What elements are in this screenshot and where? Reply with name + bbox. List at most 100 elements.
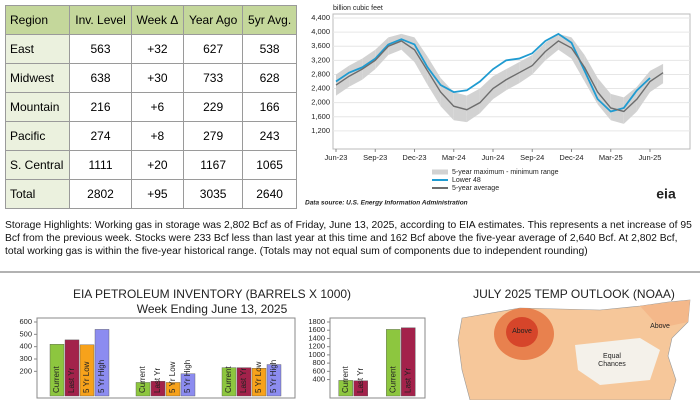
x-tick-label: Sep-24 bbox=[520, 153, 544, 162]
table-row: Total 2802 +95 3035 2640 bbox=[4, 179, 297, 209]
x-tick-label: Sep-23 bbox=[363, 153, 387, 162]
map-label: Above bbox=[650, 323, 670, 330]
map-label: Above bbox=[512, 328, 532, 335]
bar bbox=[353, 380, 368, 397]
bar bbox=[49, 344, 65, 397]
y-tick-label: 2,800 bbox=[311, 69, 330, 78]
source-note: Data source: U.S. Energy Information Adm… bbox=[305, 200, 468, 207]
bar-label: 5 Yr High bbox=[269, 360, 278, 393]
bar-label: 5 Yr Low bbox=[82, 361, 91, 393]
bar bbox=[221, 367, 237, 397]
table-cell: +8 bbox=[130, 121, 185, 151]
plot-frame bbox=[332, 13, 691, 150]
bar bbox=[94, 329, 110, 397]
map-label: Equal bbox=[603, 353, 621, 360]
table-cell: 563 bbox=[69, 34, 132, 64]
y-tick-label: 600 bbox=[312, 366, 325, 375]
y-tick-label: 1600 bbox=[308, 325, 325, 334]
bar-label: Last Yr bbox=[356, 367, 365, 393]
range-band bbox=[453, 92, 467, 123]
y-tick-label: 300 bbox=[19, 354, 32, 363]
table-cell: Midwest bbox=[4, 63, 71, 93]
bar-label: Current bbox=[341, 366, 350, 393]
range-band bbox=[388, 33, 402, 56]
bar-label: Current bbox=[138, 366, 147, 393]
table-cell: 2640 bbox=[242, 179, 297, 209]
table-cell: +20 bbox=[130, 150, 185, 180]
bar bbox=[180, 373, 196, 397]
y-tick-label: 4,400 bbox=[311, 13, 330, 22]
table-cell: 216 bbox=[69, 92, 132, 122]
plot-frame bbox=[329, 317, 426, 399]
table-cell: 166 bbox=[242, 92, 297, 122]
chart-subtitle: Week Ending June 13, 2025 bbox=[137, 302, 288, 316]
table-cell: 628 bbox=[242, 63, 297, 93]
table-cell: 279 bbox=[183, 121, 244, 151]
bar-label: Last Yr bbox=[67, 367, 76, 393]
table-cell: 3035 bbox=[183, 179, 244, 209]
table-row: Midwest 638 +30 733 628 bbox=[4, 63, 297, 93]
map-equal-zone bbox=[575, 338, 660, 385]
table-row: Mountain 216 +6 229 166 bbox=[4, 92, 297, 122]
table-cell: Region bbox=[4, 5, 71, 35]
y-tick-label: 500 bbox=[19, 329, 32, 338]
table-cell: Mountain bbox=[4, 92, 71, 122]
table-cell: Year Ago bbox=[183, 5, 244, 35]
y-tick-label: 2,000 bbox=[311, 98, 330, 107]
table-cell: 1111 bbox=[69, 150, 132, 180]
map-northeast bbox=[640, 300, 690, 328]
bar bbox=[386, 329, 401, 397]
logo: eia bbox=[656, 186, 676, 202]
y-tick-label: 3,200 bbox=[311, 55, 330, 64]
y-tick-label: 4,000 bbox=[311, 27, 330, 36]
y-tick-label: 400 bbox=[312, 375, 325, 384]
table-cell: Inv. Level bbox=[69, 5, 132, 35]
table-cell: 1065 bbox=[242, 150, 297, 180]
bar-label: Last Yr bbox=[153, 367, 162, 393]
bar-label: 5 Yr Low bbox=[254, 361, 263, 393]
y-tick-label: 1400 bbox=[308, 333, 325, 342]
map-title: JULY 2025 TEMP OUTLOOK (NOAA) bbox=[473, 287, 675, 301]
table-cell: S. Central bbox=[4, 150, 71, 180]
bar-label: Current bbox=[52, 366, 61, 393]
bar-label: 5 Yr Low bbox=[168, 361, 177, 393]
bar-label: 5 Yr High bbox=[97, 360, 106, 393]
legend-label: 5-year average bbox=[452, 185, 499, 192]
bar-label: 5 Yr High bbox=[183, 360, 192, 393]
series-line bbox=[335, 40, 664, 113]
y-tick-label: 1200 bbox=[308, 342, 325, 351]
x-tick-label: Dec-23 bbox=[402, 153, 426, 162]
table-cell: +95 bbox=[130, 179, 185, 209]
bar bbox=[401, 327, 416, 397]
table-cell: 229 bbox=[183, 92, 244, 122]
x-tick-label: Jun-23 bbox=[325, 153, 348, 162]
table-cell: East bbox=[4, 34, 71, 64]
table-cell: 1167 bbox=[183, 150, 244, 180]
bar bbox=[338, 380, 353, 397]
y-tick-label: 2,400 bbox=[311, 84, 330, 93]
table-cell: 538 bbox=[242, 34, 297, 64]
y-tick-label: 800 bbox=[312, 358, 325, 367]
bar-label: Current bbox=[224, 366, 233, 393]
table-cell: +30 bbox=[130, 63, 185, 93]
table-cell: 5yr Avg. bbox=[242, 5, 297, 35]
bar-label: Last Yr bbox=[239, 367, 248, 393]
x-tick-label: Jun-25 bbox=[639, 153, 662, 162]
table-cell: Total bbox=[4, 179, 71, 209]
bar bbox=[236, 367, 252, 397]
table-row: S. Central 1111 +20 1167 1065 bbox=[4, 150, 297, 180]
bar bbox=[266, 364, 282, 397]
bar bbox=[165, 382, 181, 397]
map-label: Chances bbox=[598, 361, 626, 368]
storage-highlights: Storage Highlights: Working gas in stora… bbox=[5, 220, 692, 257]
table-cell: Pacific bbox=[4, 121, 71, 151]
x-tick-label: Mar-24 bbox=[442, 153, 466, 162]
table-cell: 733 bbox=[183, 63, 244, 93]
bar-label: Current bbox=[388, 366, 397, 393]
y-tick-label: 1,200 bbox=[311, 126, 330, 135]
range-band bbox=[466, 88, 480, 123]
table-cell: 638 bbox=[69, 63, 132, 93]
bar-label: Last Yr bbox=[403, 367, 412, 393]
